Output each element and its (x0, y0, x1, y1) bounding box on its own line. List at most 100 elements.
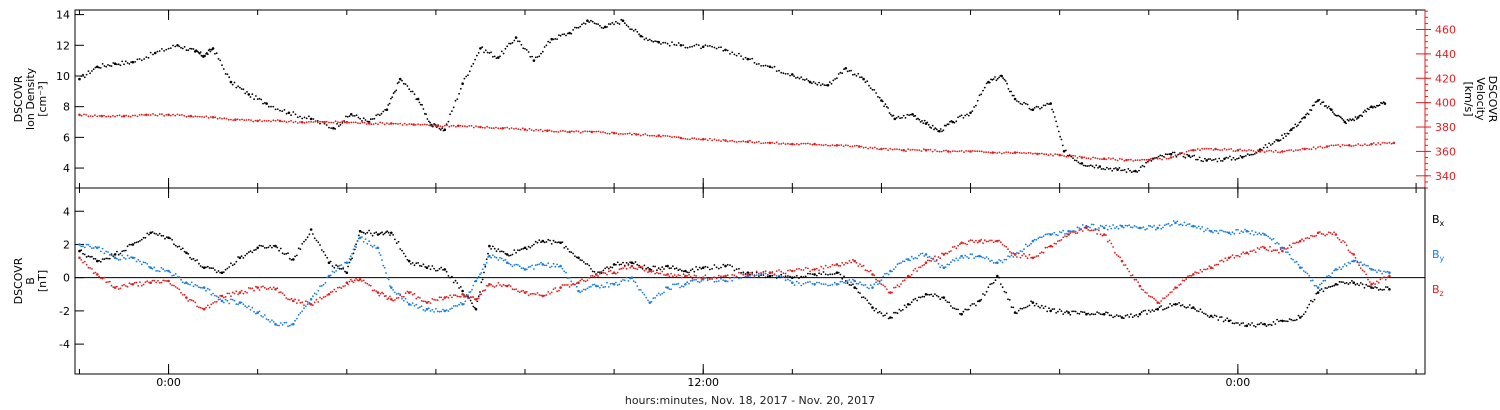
data-point (1274, 149, 1277, 152)
data-point (1269, 323, 1271, 326)
data-point (1238, 232, 1241, 235)
data-point (1026, 103, 1029, 106)
data-point (1048, 307, 1050, 310)
data-point (1089, 164, 1092, 167)
data-point (919, 296, 922, 299)
data-point (922, 148, 925, 151)
data-point (330, 121, 333, 124)
data-point (238, 291, 242, 294)
data-point (1359, 261, 1362, 263)
data-point (281, 252, 284, 255)
data-point (964, 308, 967, 311)
data-point (778, 269, 780, 271)
data-point (536, 263, 539, 266)
data-point (612, 271, 616, 275)
data-point (1258, 232, 1261, 235)
data-point (559, 241, 562, 245)
data-point (201, 307, 204, 310)
data-point (953, 121, 956, 124)
data-point (1347, 261, 1350, 264)
data-point (992, 78, 995, 80)
data-point (717, 274, 720, 277)
data-point (83, 260, 86, 263)
data-point (987, 286, 990, 289)
data-point (1288, 149, 1290, 152)
data-point (486, 125, 488, 128)
data-point (636, 263, 639, 266)
data-point (386, 230, 389, 233)
data-point (1256, 247, 1259, 249)
data-point (1388, 288, 1391, 291)
data-point (1298, 121, 1301, 124)
data-point (130, 243, 133, 246)
data-point (629, 28, 631, 30)
data-point (276, 246, 279, 249)
data-point (663, 291, 665, 294)
data-point (887, 273, 890, 276)
data-point (454, 305, 457, 307)
data-point (958, 150, 961, 153)
data-point (270, 120, 272, 123)
data-point (1035, 255, 1038, 258)
data-point (709, 44, 711, 47)
data-point (588, 277, 591, 279)
data-point (251, 251, 254, 254)
data-point (566, 277, 569, 279)
data-point (149, 51, 152, 54)
data-point (219, 59, 222, 62)
data-point (1364, 143, 1366, 146)
data-point (597, 275, 599, 277)
data-point (859, 292, 861, 294)
data-point (1381, 141, 1384, 144)
data-point (83, 76, 86, 79)
data-point (1310, 109, 1313, 112)
data-point (1298, 266, 1302, 270)
data-point (353, 248, 356, 251)
data-point (142, 261, 145, 264)
data-point (675, 275, 678, 278)
data-point (312, 295, 314, 298)
data-point (435, 307, 437, 310)
data-point (1110, 227, 1113, 230)
data-point (505, 253, 509, 256)
data-point (215, 271, 218, 274)
data-point (1185, 150, 1188, 153)
data-point (187, 115, 190, 118)
data-point (1204, 229, 1207, 231)
data-point (1301, 147, 1304, 150)
data-point (1340, 281, 1343, 283)
data-point (1029, 152, 1032, 154)
data-point (898, 262, 901, 265)
data-point (711, 267, 713, 270)
data-point (619, 132, 622, 135)
data-point (347, 265, 349, 268)
data-point (1086, 165, 1089, 168)
data-point (600, 26, 603, 29)
legend-label-sub: x (1440, 219, 1445, 228)
data-point (1064, 311, 1066, 314)
data-point (611, 21, 614, 24)
data-point (1339, 145, 1342, 148)
data-point (1363, 270, 1366, 273)
data-point (481, 126, 484, 129)
data-point (656, 271, 658, 274)
data-point (1122, 264, 1125, 266)
data-point (190, 281, 193, 284)
data-point (1328, 145, 1331, 147)
data-point (557, 131, 560, 133)
data-point (1028, 253, 1031, 256)
data-point (1051, 233, 1054, 235)
data-point (934, 255, 936, 258)
data-point (891, 316, 893, 319)
data-point (704, 274, 707, 277)
data-point (864, 146, 867, 149)
data-point (660, 135, 662, 138)
data-point (235, 260, 238, 263)
data-point (944, 299, 947, 302)
data-point (190, 47, 193, 50)
data-point (420, 300, 423, 302)
data-point (1197, 225, 1200, 228)
data-point (563, 247, 566, 249)
data-point (155, 233, 158, 235)
data-point (846, 282, 849, 284)
